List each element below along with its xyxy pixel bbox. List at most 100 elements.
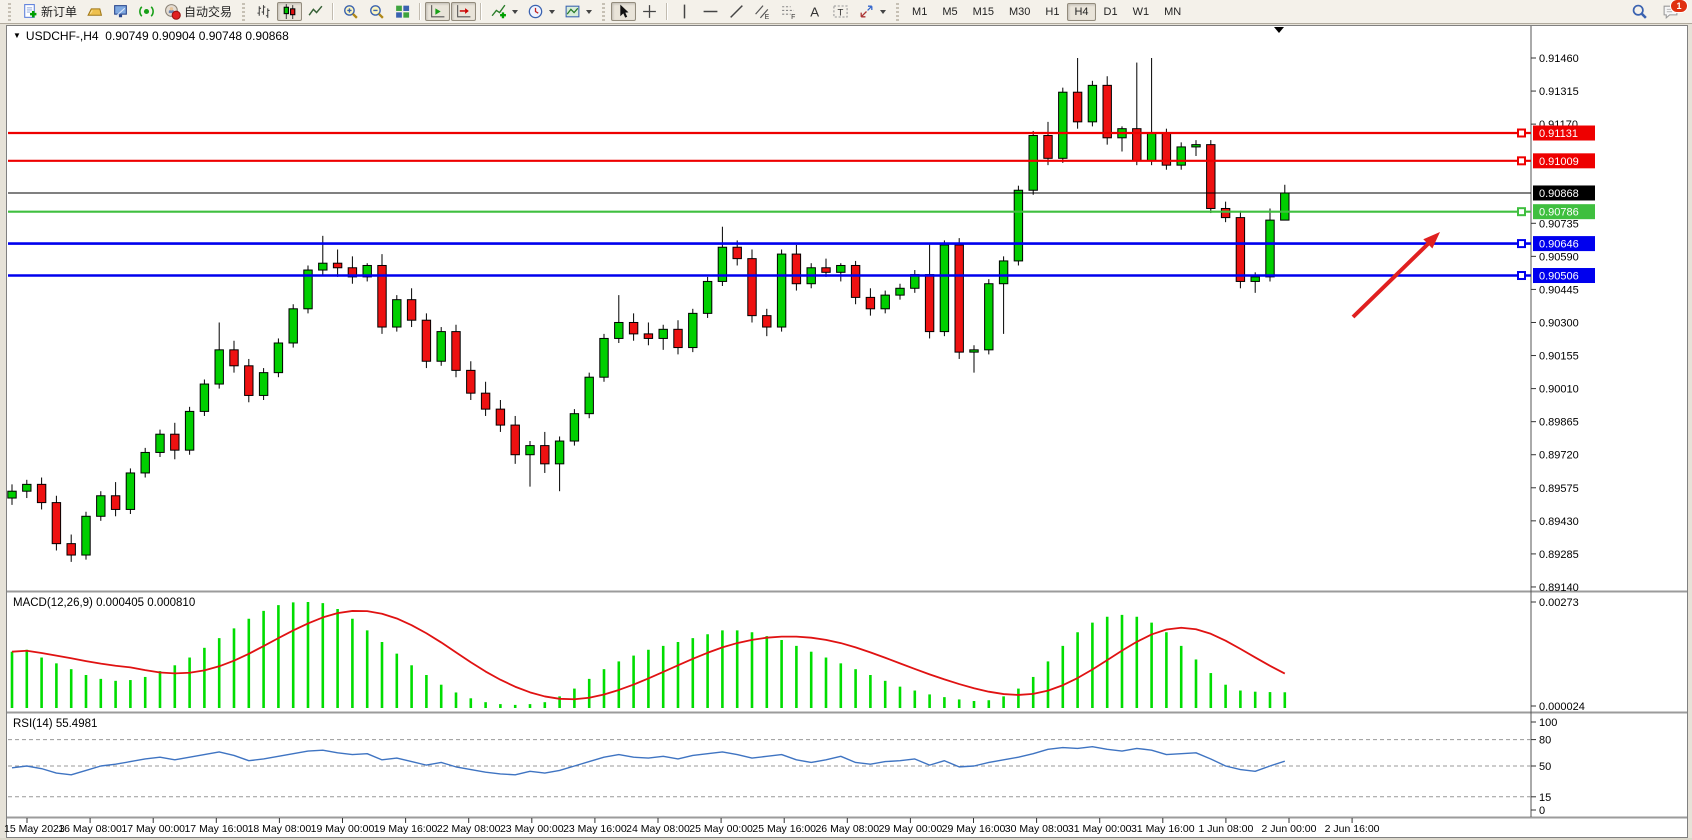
line-endpoint-marker[interactable] bbox=[1517, 271, 1526, 281]
zoomin-icon bbox=[344, 5, 358, 19]
signals-button[interactable] bbox=[134, 2, 159, 21]
window-bottom-strip bbox=[0, 838, 1692, 840]
monitor-icon bbox=[114, 5, 127, 18]
signal-icon bbox=[139, 6, 154, 17]
price-line-label-box bbox=[1533, 125, 1595, 141]
notifications-button[interactable]: 1 bbox=[1658, 0, 1688, 21]
toolbar-grip[interactable] bbox=[600, 2, 608, 21]
time-tick-label: 23 May 00:00 bbox=[500, 823, 564, 835]
macd-axis-label: 0.00273 bbox=[1539, 597, 1579, 609]
bull-candle bbox=[1058, 91, 1068, 159]
label-button[interactable]: T bbox=[828, 2, 853, 21]
bear-candle bbox=[628, 321, 639, 335]
chevron-down-icon[interactable] bbox=[880, 9, 887, 14]
channel-button[interactable]: E bbox=[750, 2, 775, 21]
time-tick-label: 26 May 08:00 bbox=[815, 823, 879, 835]
timeframe-button-m5[interactable]: M5 bbox=[942, 5, 958, 18]
indicators-button[interactable] bbox=[486, 2, 522, 21]
time-tick-label: 25 May 16:00 bbox=[752, 823, 816, 835]
chevron-down-icon[interactable] bbox=[512, 9, 519, 14]
templates-button[interactable] bbox=[560, 2, 596, 21]
collapse-triangle-icon[interactable]: ▼ bbox=[13, 31, 21, 40]
ohlc-values: 0.90749 0.90904 0.90748 0.90868 bbox=[105, 29, 289, 43]
bar-chart-button[interactable] bbox=[251, 2, 276, 21]
bull-candle bbox=[22, 483, 32, 492]
line-endpoint-marker[interactable] bbox=[1517, 156, 1526, 166]
bull-candle bbox=[984, 283, 994, 351]
timeframe-button-mn[interactable]: MN bbox=[1164, 5, 1182, 18]
bull-candle bbox=[184, 410, 195, 451]
line-chart-button[interactable] bbox=[303, 2, 328, 21]
timeframe-button-w1[interactable]: W1 bbox=[1132, 5, 1150, 18]
svg-text:A: A bbox=[810, 4, 819, 19]
bull-candle bbox=[836, 264, 846, 273]
auto-scroll-button[interactable] bbox=[425, 2, 451, 21]
timeframe-button-d1[interactable]: D1 bbox=[1103, 5, 1118, 18]
svg-text:T: T bbox=[838, 8, 844, 19]
shapes-button[interactable] bbox=[854, 2, 890, 21]
time-tick-label: 30 May 08:00 bbox=[1005, 823, 1069, 835]
line-endpoint-marker[interactable] bbox=[1517, 207, 1526, 217]
horizontal-line-button[interactable] bbox=[698, 2, 723, 21]
bull-candle bbox=[1191, 144, 1201, 148]
zoomout-icon bbox=[370, 5, 384, 19]
candle-chart-button[interactable] bbox=[277, 2, 303, 21]
timeframe-button-h1[interactable]: H1 bbox=[1045, 5, 1060, 18]
chart-profile-button[interactable] bbox=[82, 2, 107, 21]
crosshair-button[interactable] bbox=[637, 2, 662, 21]
auto-trading-button[interactable]: 自动交易 bbox=[160, 2, 236, 21]
bull-candle bbox=[939, 244, 950, 333]
panel-separators bbox=[7, 590, 1687, 820]
time-tick-label: 17 May 16:00 bbox=[184, 823, 248, 835]
price-line-label: 0.90786 bbox=[1539, 207, 1579, 219]
new-order-button[interactable]: 新订单 bbox=[17, 2, 81, 21]
toolbar-grip[interactable] bbox=[894, 2, 902, 21]
cursor-icon bbox=[620, 4, 629, 18]
tile-windows-button[interactable] bbox=[390, 2, 415, 21]
time-tick-label: 19 May 16:00 bbox=[374, 823, 438, 835]
periods-button[interactable] bbox=[523, 2, 559, 21]
toolbar-grip[interactable] bbox=[240, 2, 248, 21]
search-button[interactable] bbox=[1627, 2, 1652, 21]
bear-candle bbox=[332, 262, 343, 269]
price-tick-label: 0.91315 bbox=[1539, 86, 1579, 98]
chart-shift-button[interactable] bbox=[451, 2, 477, 21]
zoom-in-button[interactable] bbox=[338, 2, 363, 21]
line-endpoint-marker[interactable] bbox=[1517, 128, 1526, 138]
time-tick-label: 22 May 08:00 bbox=[437, 823, 501, 835]
bear-candle bbox=[406, 299, 417, 321]
bull-candle bbox=[1087, 84, 1098, 123]
clock-icon bbox=[528, 4, 543, 19]
price-axis: 0.914600.913150.911700.907350.905900.904… bbox=[1531, 53, 1595, 594]
macd-panel: 0.00273 0.000024 bbox=[10, 597, 1585, 713]
hline-icon bbox=[703, 10, 718, 13]
chevron-down-icon[interactable] bbox=[549, 9, 556, 14]
toolbar-grip[interactable] bbox=[6, 2, 13, 21]
bull-candle bbox=[658, 328, 668, 339]
market-watch-button[interactable] bbox=[108, 2, 133, 21]
text-button[interactable]: A bbox=[802, 2, 827, 21]
bull-candle bbox=[895, 287, 905, 296]
price-tick-label: 0.89720 bbox=[1539, 450, 1579, 462]
cursor-button[interactable] bbox=[611, 2, 637, 21]
bear-candle bbox=[480, 392, 491, 410]
timeframe-button-m30[interactable]: M30 bbox=[1009, 5, 1031, 18]
timeframe-button-h4[interactable]: H4 bbox=[1067, 2, 1096, 21]
fibonacci-button[interactable]: F bbox=[776, 2, 801, 21]
horizontal-lines bbox=[8, 128, 1531, 281]
timeframe-button-m1[interactable]: M1 bbox=[912, 5, 928, 18]
trend-arrow-annotation[interactable] bbox=[1351, 232, 1440, 319]
bear-candle bbox=[347, 267, 358, 278]
line-endpoint-marker[interactable] bbox=[1517, 239, 1526, 249]
vertical-line-button[interactable] bbox=[672, 2, 697, 21]
price-line-label-box bbox=[1533, 153, 1595, 169]
macd-indicator-label: MACD(12,26,9) 0.000405 0.000810 bbox=[13, 597, 196, 609]
timeframe-button-m15[interactable]: M15 bbox=[972, 5, 994, 18]
bear-candle bbox=[421, 319, 432, 362]
zoom-out-button[interactable] bbox=[364, 2, 389, 21]
scroll-to-end-triangle-icon[interactable] bbox=[1274, 27, 1284, 33]
trendline-button[interactable] bbox=[724, 2, 749, 21]
textT-icon: T bbox=[833, 5, 848, 19]
chevron-down-icon[interactable] bbox=[586, 9, 593, 14]
